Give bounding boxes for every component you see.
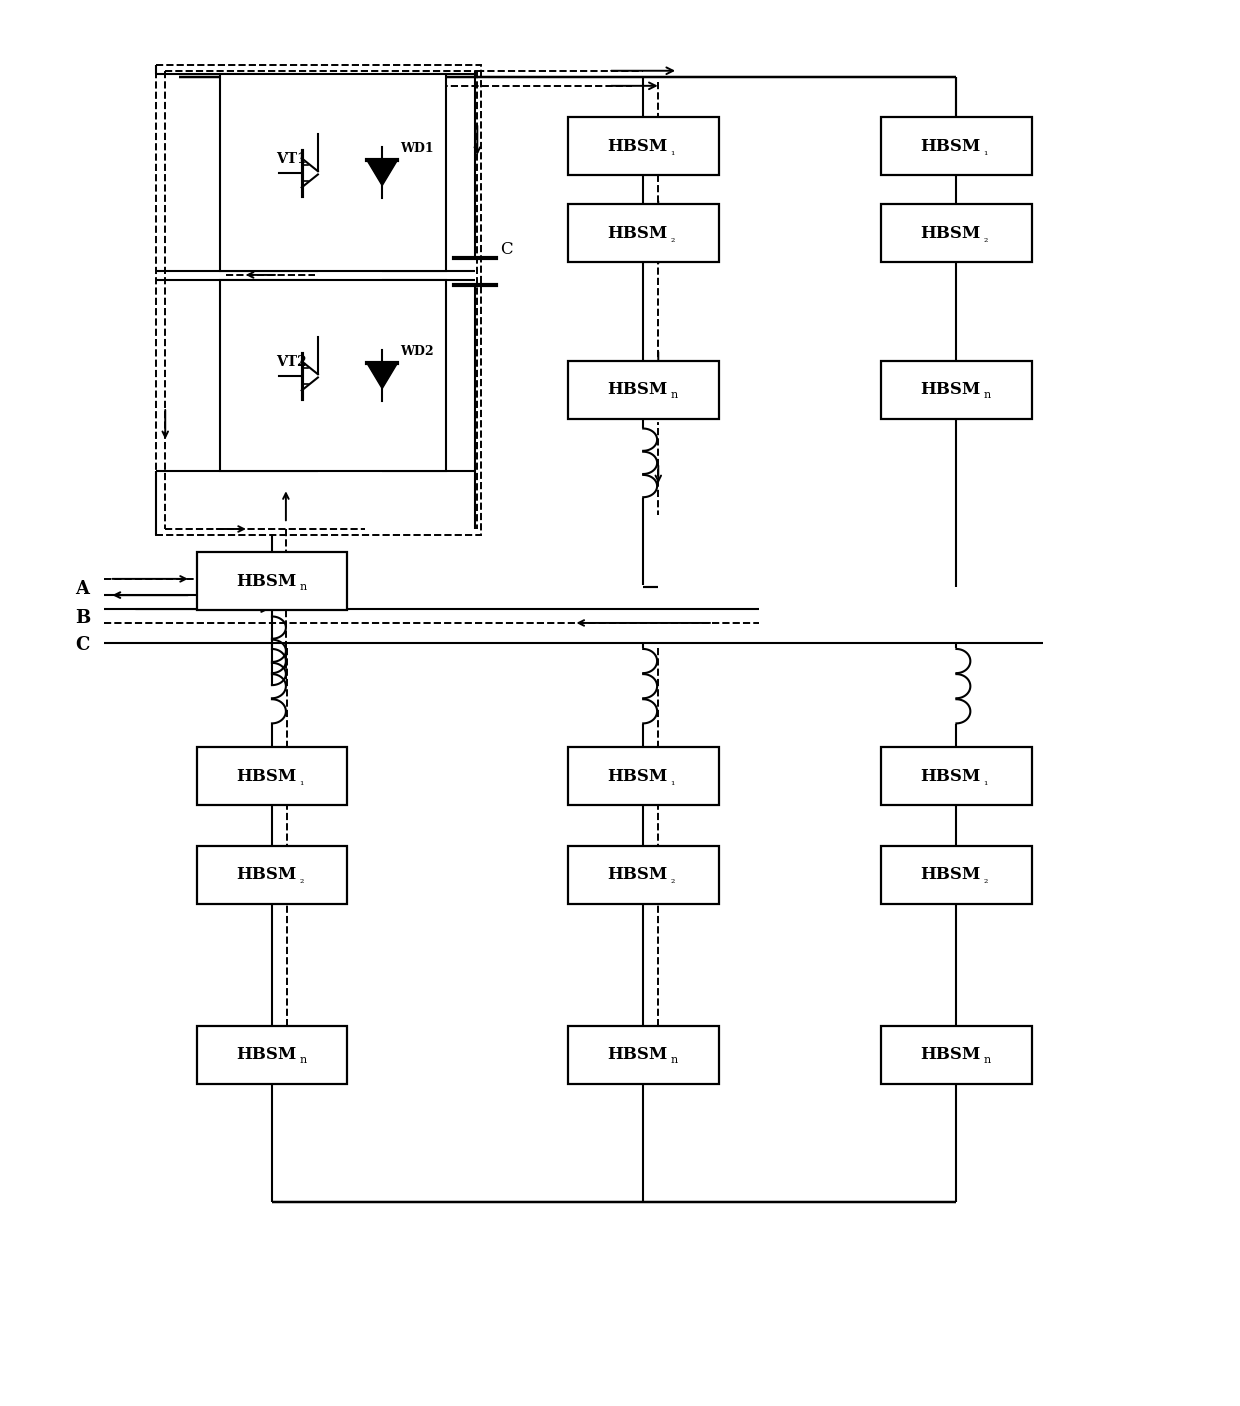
Text: HBSM: HBSM bbox=[236, 572, 296, 589]
Text: B: B bbox=[74, 609, 91, 627]
Bar bbox=[882, 117, 1032, 176]
Text: HBSM: HBSM bbox=[608, 381, 667, 398]
Text: ₂: ₂ bbox=[671, 233, 675, 243]
Text: WD1: WD1 bbox=[401, 142, 434, 156]
Text: HBSM: HBSM bbox=[608, 768, 667, 785]
Bar bbox=[568, 204, 719, 262]
Text: C: C bbox=[74, 636, 89, 654]
Bar bbox=[568, 361, 719, 419]
Text: HBSM: HBSM bbox=[608, 866, 667, 883]
Text: HBSM: HBSM bbox=[920, 1046, 981, 1063]
Text: ₁: ₁ bbox=[671, 146, 675, 156]
Text: HBSM: HBSM bbox=[608, 1046, 667, 1063]
Text: VT2: VT2 bbox=[275, 356, 306, 370]
Text: HBSM: HBSM bbox=[236, 1046, 296, 1063]
Text: ₂: ₂ bbox=[671, 875, 675, 886]
Bar bbox=[882, 361, 1032, 419]
Text: HBSM: HBSM bbox=[236, 768, 296, 785]
Text: n: n bbox=[299, 1054, 306, 1064]
Bar bbox=[197, 1025, 347, 1084]
Bar bbox=[568, 845, 719, 904]
Text: HBSM: HBSM bbox=[920, 138, 981, 155]
Text: ₁: ₁ bbox=[983, 776, 988, 786]
Text: ₂: ₂ bbox=[983, 233, 988, 243]
Text: WD2: WD2 bbox=[401, 346, 434, 359]
Text: ₁: ₁ bbox=[299, 776, 304, 786]
Text: ₁: ₁ bbox=[983, 146, 988, 156]
Bar bbox=[197, 747, 347, 806]
Polygon shape bbox=[367, 363, 398, 388]
Bar bbox=[882, 845, 1032, 904]
Text: HBSM: HBSM bbox=[608, 138, 667, 155]
Text: HBSM: HBSM bbox=[920, 866, 981, 883]
Text: HBSM: HBSM bbox=[920, 768, 981, 785]
Bar bbox=[568, 117, 719, 176]
Text: A: A bbox=[74, 581, 89, 599]
Bar bbox=[568, 1025, 719, 1084]
Text: ₂: ₂ bbox=[983, 875, 988, 886]
Text: C: C bbox=[501, 240, 513, 259]
Bar bbox=[568, 747, 719, 806]
Bar bbox=[219, 75, 446, 271]
Text: VT1: VT1 bbox=[275, 152, 306, 166]
Bar bbox=[156, 65, 481, 534]
Text: ₁: ₁ bbox=[671, 776, 675, 786]
Bar bbox=[882, 1025, 1032, 1084]
Text: HBSM: HBSM bbox=[236, 866, 296, 883]
Text: n: n bbox=[671, 1054, 677, 1064]
Bar bbox=[197, 553, 347, 610]
Text: ₂: ₂ bbox=[299, 875, 304, 886]
Text: HBSM: HBSM bbox=[920, 381, 981, 398]
Bar bbox=[197, 845, 347, 904]
Text: n: n bbox=[983, 391, 991, 401]
Text: n: n bbox=[299, 582, 306, 592]
Text: HBSM: HBSM bbox=[920, 225, 981, 242]
Bar bbox=[219, 280, 446, 471]
Bar bbox=[882, 747, 1032, 806]
Polygon shape bbox=[367, 160, 398, 186]
Text: HBSM: HBSM bbox=[608, 225, 667, 242]
Bar bbox=[882, 204, 1032, 262]
Text: n: n bbox=[983, 1054, 991, 1064]
Text: n: n bbox=[671, 391, 677, 401]
